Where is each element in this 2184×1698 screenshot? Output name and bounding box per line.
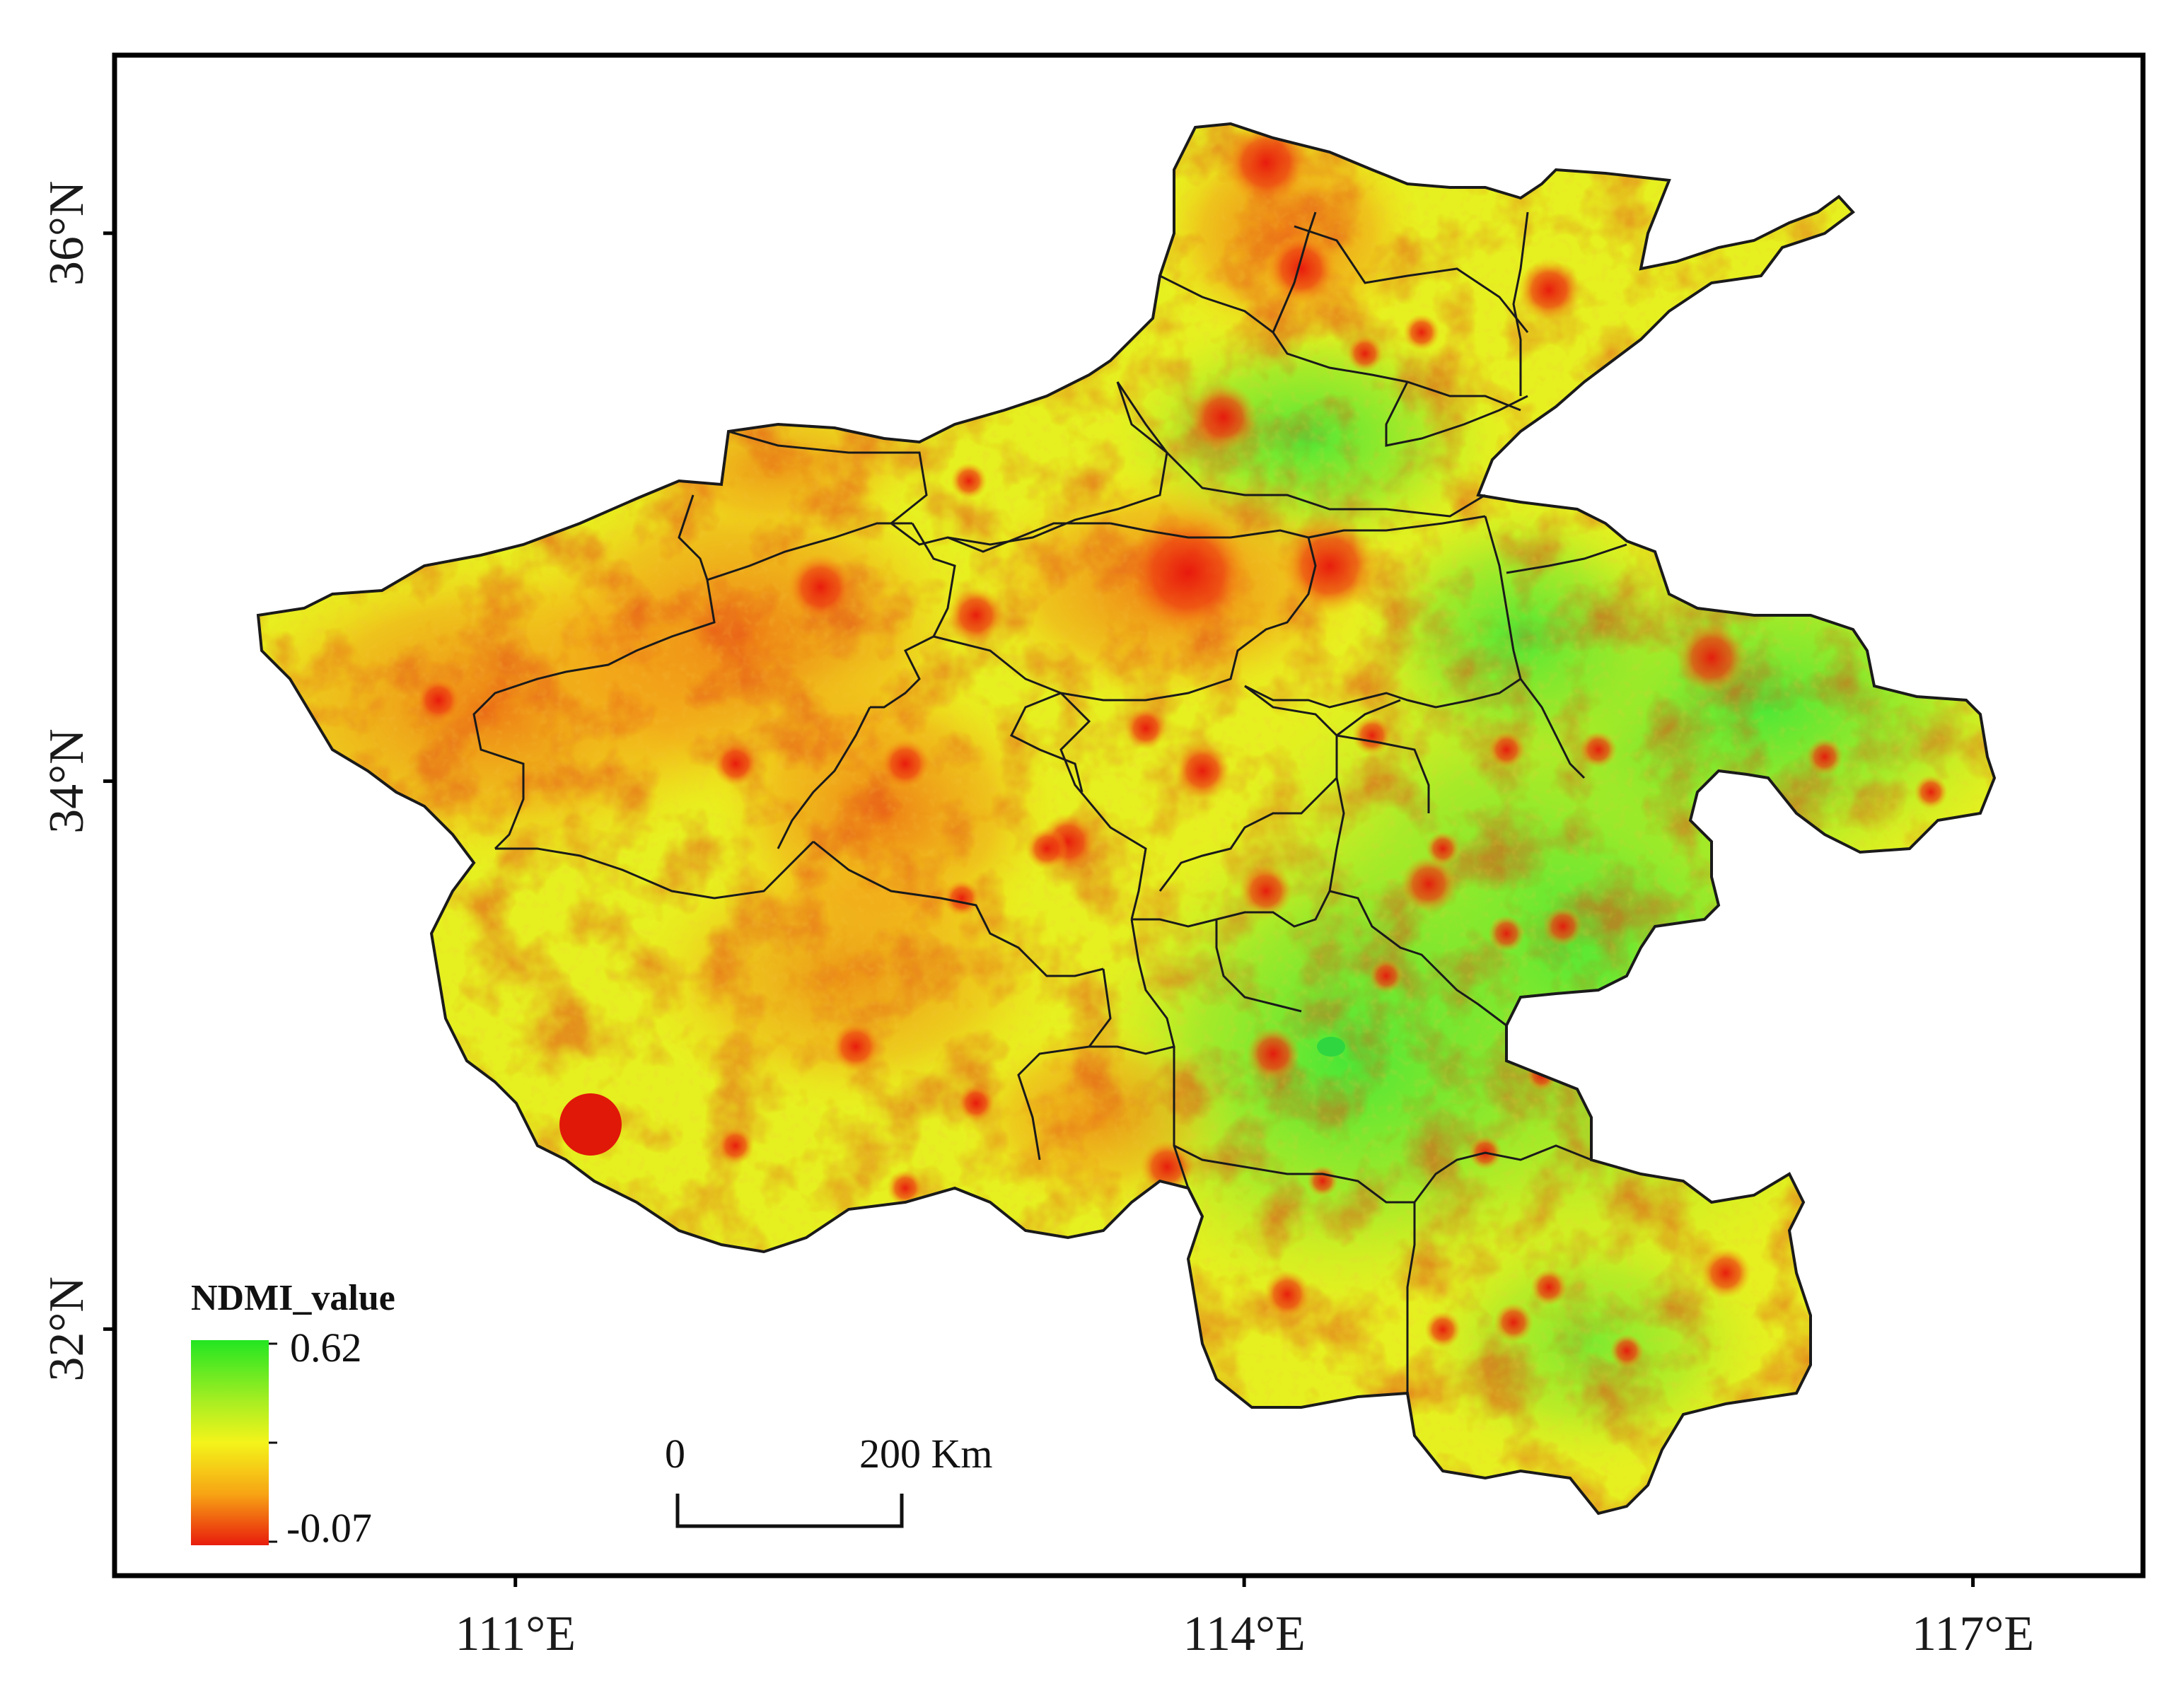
lat-tick-label: 34°N — [40, 728, 94, 834]
lat-tick-label: 36°N — [40, 181, 94, 286]
longitude-ticks: 111°E 114°E 117°E — [455, 1576, 2034, 1661]
province-outline — [256, 122, 1997, 1516]
legend-color-ramp — [191, 1340, 269, 1545]
lon-tick-label: 117°E — [1912, 1607, 2034, 1661]
scale-bar-end-label: 200 Km — [859, 1431, 993, 1477]
lat-tick-label: 32°N — [40, 1277, 94, 1382]
legend-min-label: -0.07 — [286, 1505, 372, 1551]
legend-max-label: 0.62 — [290, 1325, 362, 1371]
lon-tick-label: 111°E — [455, 1607, 576, 1661]
scale-bar-line — [675, 1494, 904, 1528]
latitude-ticks: 36°N 34°N 32°N — [40, 181, 115, 1382]
scale-bar: 0 200 Km — [665, 1431, 993, 1528]
legend-title: NDMI_value — [191, 1278, 395, 1318]
legend: NDMI_value 0.62 -0.07 — [191, 1278, 395, 1551]
scale-bar-start-label: 0 — [665, 1431, 685, 1477]
lake — [1317, 1037, 1345, 1057]
prefecture-boundaries — [472, 211, 1627, 1393]
lon-tick-label: 114°E — [1183, 1607, 1306, 1661]
